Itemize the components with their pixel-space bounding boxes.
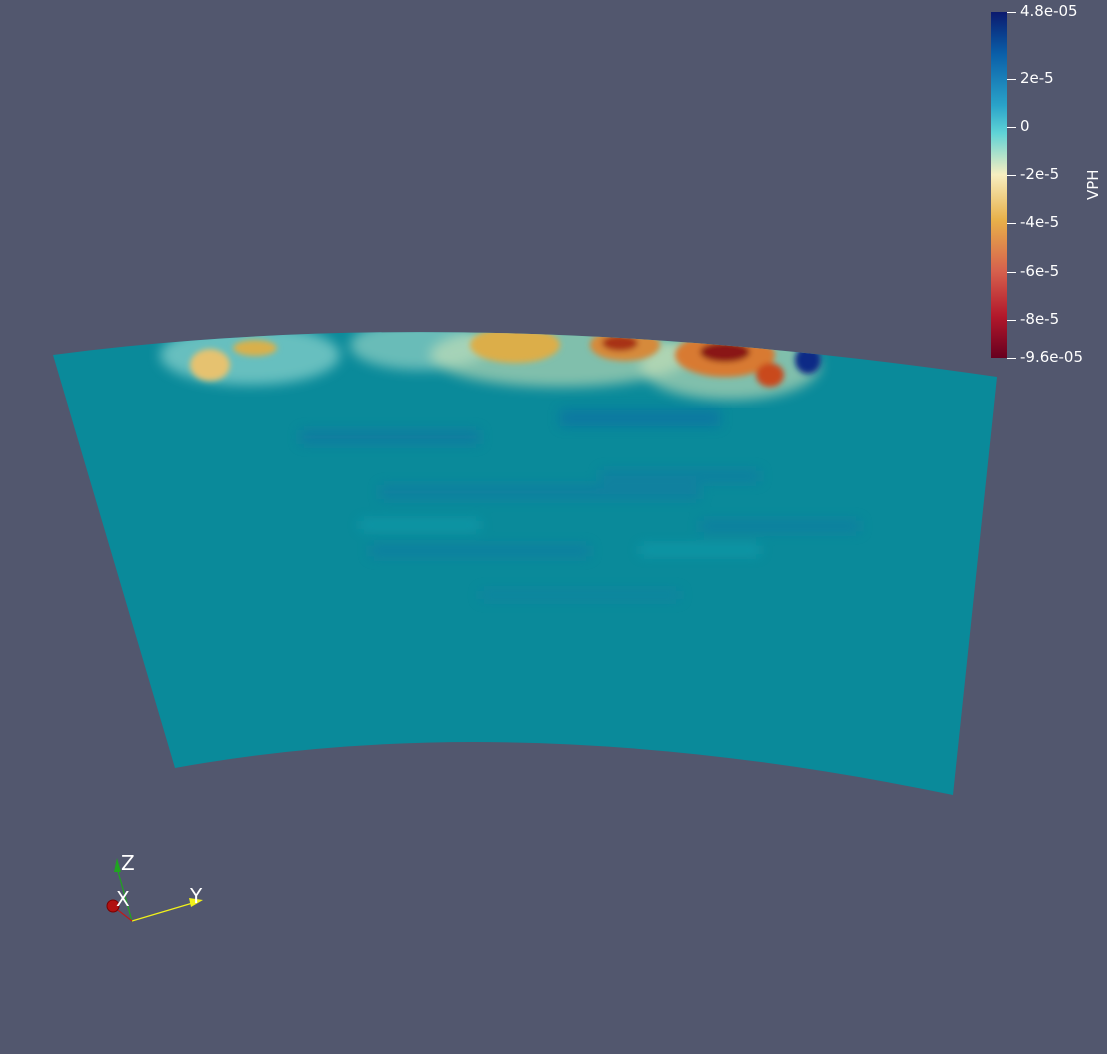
colorbar-tick-label: -6e-5 — [1020, 264, 1059, 279]
colorbar-tick-mark — [1007, 223, 1016, 224]
colorbar-tick-mark — [1007, 272, 1016, 273]
colorbar-gradient — [991, 12, 1007, 358]
colorbar-tick-label: 4.8e-05 — [1020, 4, 1078, 19]
colorbar-tick-mark — [1007, 127, 1016, 128]
colorbar-tick-label: -2e-5 — [1020, 167, 1059, 182]
colorbar-title: VPH — [1084, 169, 1102, 200]
colorbar-tick-label: -8e-5 — [1020, 312, 1059, 327]
colorbar-tick-mark — [1007, 358, 1016, 359]
colorbar-tick-label: -4e-5 — [1020, 215, 1059, 230]
colorbar-tick-label: 2e-5 — [1020, 71, 1054, 86]
colorbar-tick-mark — [1007, 12, 1016, 13]
colorbar-tick-mark — [1007, 175, 1016, 176]
vph-slice — [40, 300, 1010, 800]
colorbar-tick-label: 0 — [1020, 119, 1030, 134]
axis-label-y: Y — [190, 886, 202, 906]
colorbar-tick-mark — [1007, 79, 1016, 80]
axis-label-z: Z — [121, 853, 135, 873]
colorbar-tick-label: -9.6e-05 — [1020, 350, 1083, 365]
axis-label-x: X — [116, 889, 130, 909]
colorbar-tick-mark — [1007, 320, 1016, 321]
